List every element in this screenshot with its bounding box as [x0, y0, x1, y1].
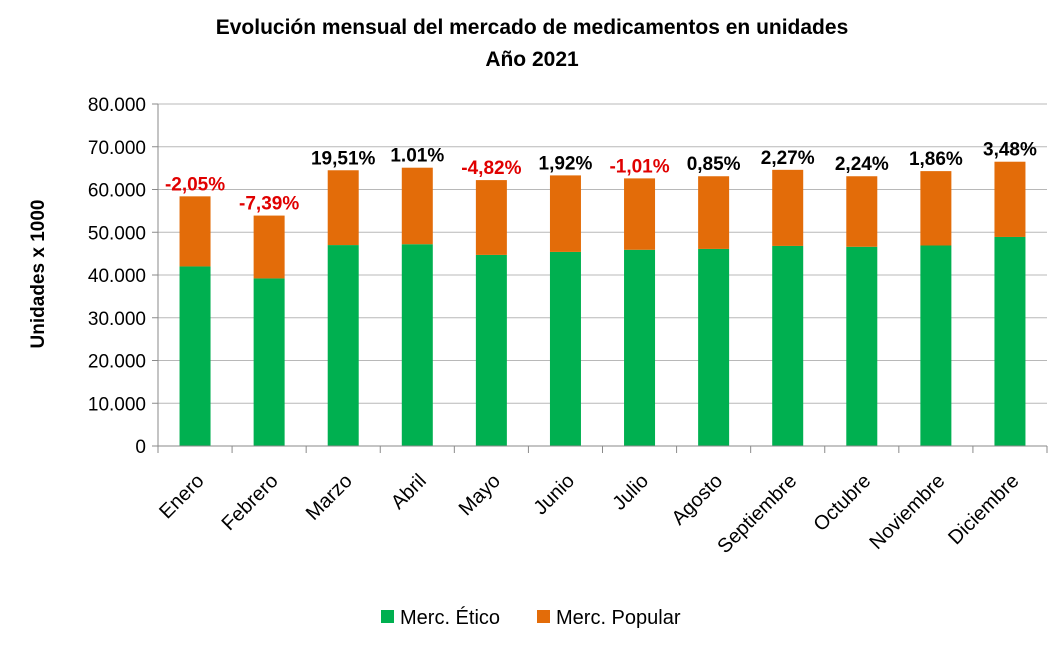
- y-tick-label: 70.000: [88, 138, 146, 159]
- bar-segment-etico: [253, 278, 285, 446]
- data-label: 1.01%: [390, 146, 444, 167]
- y-tick-label: 50.000: [88, 223, 146, 244]
- bar-segment-popular: [772, 169, 804, 246]
- bar-segment-etico: [179, 266, 211, 446]
- y-axis-label: Unidades x 1000: [28, 200, 49, 349]
- data-label: 19,51%: [311, 148, 376, 169]
- y-tick-label: 80.000: [88, 95, 146, 116]
- bar-segment-popular: [920, 171, 952, 246]
- x-tick-label: Enero: [155, 470, 208, 523]
- y-tick-label: 10.000: [88, 394, 146, 415]
- x-tick-label: Junio: [530, 470, 579, 519]
- bar-segment-etico: [327, 245, 359, 446]
- bar-segment-etico: [994, 236, 1026, 446]
- bar-segment-etico: [846, 246, 878, 446]
- y-tick-label: 20.000: [88, 352, 146, 373]
- x-tick-label: Marzo: [302, 470, 357, 525]
- bar-segment-popular: [698, 176, 730, 249]
- y-tick-label: 0: [135, 437, 146, 458]
- y-axis-ticks: 0 10.000 20.000 30.000 40.000 50.000 60.000 70.…: [88, 95, 158, 458]
- data-label: 2,27%: [761, 148, 815, 169]
- x-tick-label: Mayo: [455, 470, 505, 520]
- data-label: -4,82%: [461, 158, 521, 179]
- y-tick-label: 40.000: [88, 266, 146, 287]
- x-tick-label: Agosto: [668, 470, 728, 530]
- bar-segment-popular: [475, 180, 507, 255]
- legend-label: Merc. Ético: [400, 606, 500, 629]
- data-label: -1,01%: [609, 156, 669, 177]
- legend: Merc. Ético Merc. Popular: [381, 606, 681, 629]
- data-label: -7,39%: [239, 194, 299, 215]
- bar-segment-etico: [401, 244, 433, 446]
- bar-segment-popular: [327, 170, 359, 246]
- data-label: 1,92%: [539, 153, 593, 174]
- bar-segment-popular: [179, 196, 211, 267]
- legend-swatch: [381, 610, 394, 623]
- chart-subtitle: Año 2021: [485, 48, 579, 71]
- x-tick-label: Noviembre: [865, 470, 949, 554]
- legend-label: Merc. Popular: [556, 607, 681, 629]
- bar-segment-popular: [401, 167, 433, 245]
- data-label: 3,48%: [983, 140, 1037, 161]
- y-tick-label: 60.000: [88, 181, 146, 202]
- bar-segment-popular: [994, 161, 1026, 237]
- data-label: 2,24%: [835, 154, 889, 175]
- x-tick-label: Abril: [387, 470, 431, 514]
- data-labels: -2,05% -7,39% 19,51% 1.01% -4,82% 1,92% -1,01%…: [165, 140, 1037, 215]
- x-tick-label: Febrero: [218, 470, 283, 535]
- bar-segment-popular: [549, 175, 581, 252]
- bar-segment-popular: [253, 215, 285, 279]
- bar-segment-etico: [772, 245, 804, 446]
- x-tick-label: Diciembre: [944, 470, 1023, 549]
- bar-segment-etico: [920, 245, 952, 446]
- y-tick-label: 30.000: [88, 309, 146, 330]
- bar-segment-etico: [549, 251, 581, 446]
- bar-segment-etico: [624, 249, 656, 446]
- x-tick-label: Julio: [608, 470, 653, 515]
- bar-segment-etico: [475, 254, 507, 446]
- legend-swatch: [537, 610, 550, 623]
- x-tick-label: Octubre: [809, 470, 875, 536]
- bar-segment-etico: [698, 248, 730, 446]
- bar-segment-popular: [624, 178, 656, 250]
- bar-segment-popular: [846, 176, 878, 247]
- gridlines: [158, 103, 1047, 404]
- data-label: 1,86%: [909, 149, 963, 170]
- data-label: -2,05%: [165, 174, 225, 195]
- x-axis-ticks: Enero Febrero Marzo Abril Mayo Junio Julio Agos…: [155, 446, 1048, 558]
- chart-title: Evolución mensual del mercado de medicam…: [216, 16, 849, 39]
- x-tick-label: Septiembre: [713, 470, 801, 558]
- bars: [179, 161, 1026, 446]
- data-label: 0,85%: [687, 154, 741, 175]
